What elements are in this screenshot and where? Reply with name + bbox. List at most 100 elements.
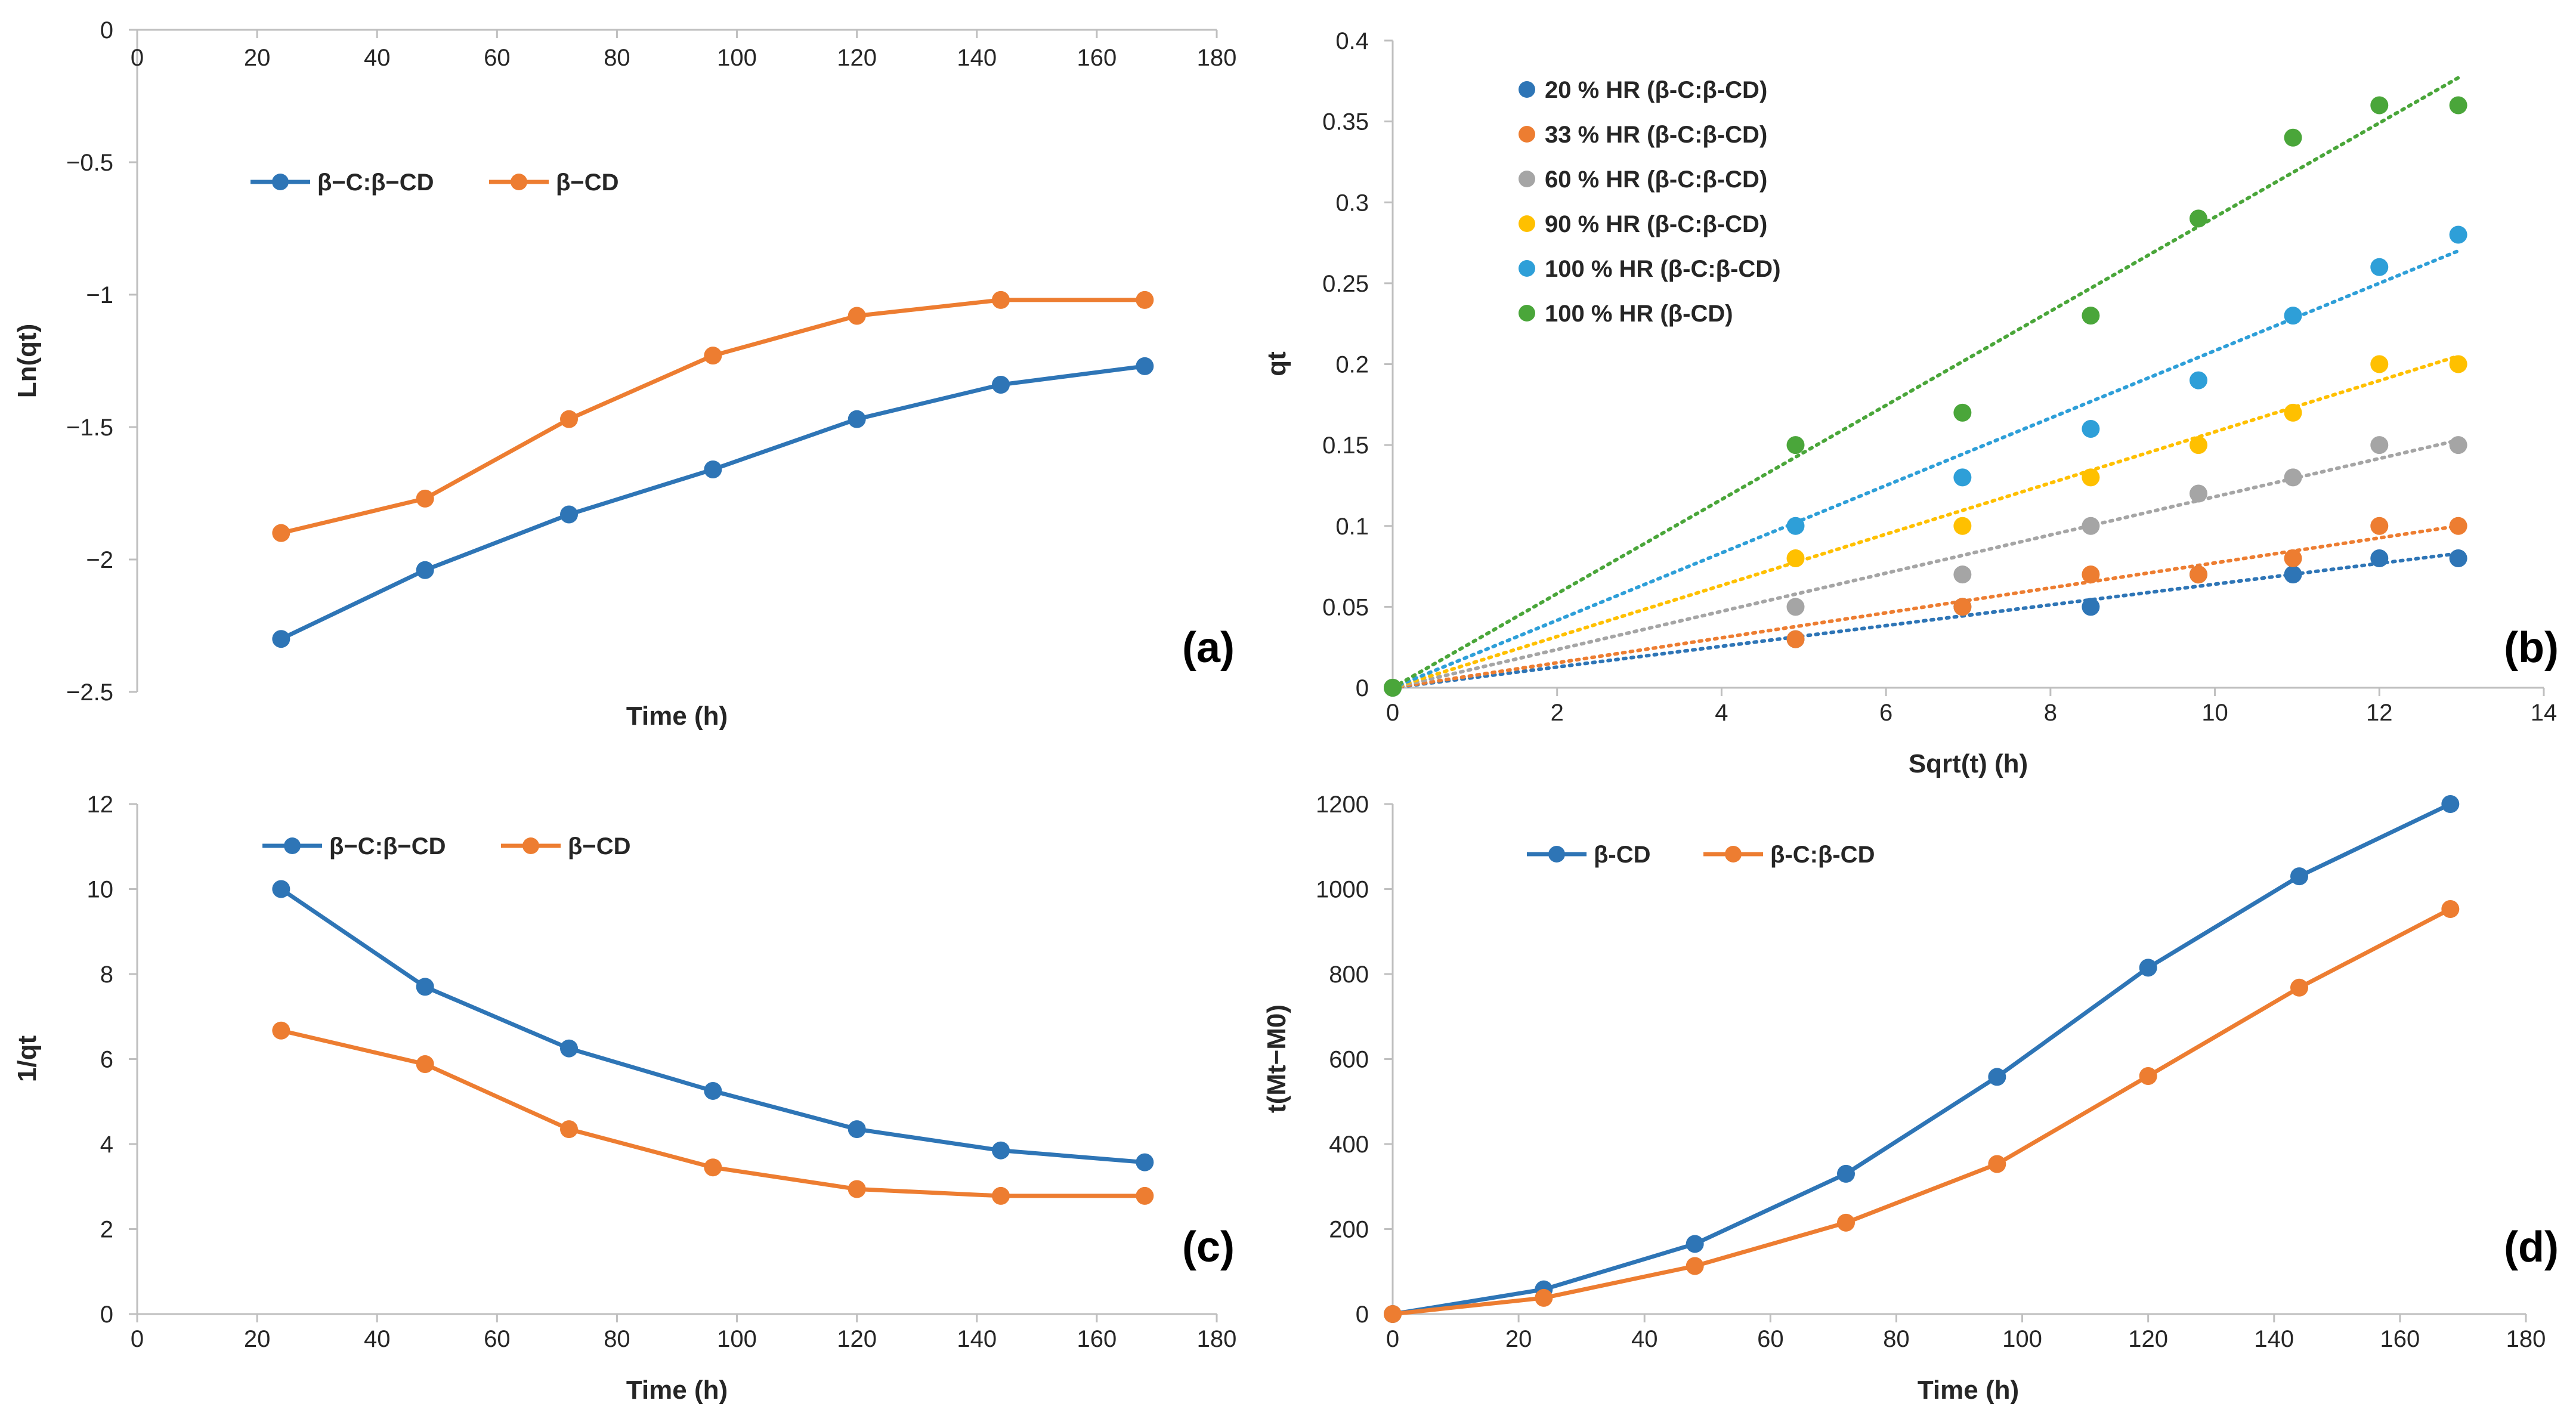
- y-tick-label: 4: [100, 1132, 113, 1158]
- data-point: [2284, 468, 2302, 487]
- x-tick-label: 160: [1077, 1326, 1117, 1352]
- data-point: [1136, 1186, 1154, 1205]
- legend-item: 60 % HR (β-C:β-CD): [1519, 166, 1767, 193]
- data-point: [2190, 484, 2207, 503]
- x-tick-label: 120: [837, 1326, 877, 1352]
- x-tick-label: 40: [1631, 1326, 1658, 1352]
- y-tick-label: 0: [1356, 675, 1369, 701]
- legend-marker: [1725, 846, 1742, 863]
- x-axis-title: Sqrt(t) (h): [1909, 749, 2028, 778]
- y-axis-title: Ln(qt): [13, 324, 42, 398]
- x-tick-label: 180: [1197, 45, 1237, 71]
- chart-panel-b: 0 2 4 6 8 10 12 14 0 0.05 0.1 0.15 0.2 0.25 0.3 0.35 0.4…: [1262, 28, 2559, 778]
- legend: β-CD β-C:β-CD: [1527, 842, 1875, 868]
- legend-item: β−C:β−CD: [262, 833, 446, 860]
- data-point: [2449, 96, 2467, 115]
- legend-label: 100 % HR (β-CD): [1545, 301, 1733, 327]
- data-point: [1837, 1213, 1855, 1232]
- y-tick-label: 1000: [1316, 877, 1369, 903]
- x-tick-label: 6: [1879, 700, 1892, 726]
- data-point: [1988, 1068, 2006, 1086]
- data-point: [2082, 468, 2100, 487]
- legend-marker: [272, 174, 289, 190]
- data-point: [416, 561, 434, 579]
- data-point: [2139, 959, 2157, 977]
- data-point: [2082, 517, 2100, 535]
- data-point: [1786, 630, 1805, 648]
- legend-marker: [1519, 81, 1535, 98]
- legend-item: β-CD: [1527, 842, 1651, 868]
- data-point: [2139, 1067, 2157, 1085]
- data-point: [992, 1186, 1010, 1205]
- legend-label: β−C:β−CD: [329, 833, 446, 860]
- data-point: [2370, 549, 2389, 567]
- data-point: [1136, 1153, 1154, 1171]
- data-point: [560, 1120, 578, 1139]
- x-tick-label: 160: [2380, 1326, 2420, 1352]
- x-tick-label: 14: [2531, 700, 2558, 726]
- data-point: [2082, 420, 2100, 438]
- y-tick-label: 800: [1329, 962, 1369, 988]
- data-point: [1686, 1235, 1704, 1253]
- y-tick-label: 400: [1329, 1132, 1369, 1158]
- data-point: [2370, 517, 2389, 535]
- data-point: [1988, 1155, 2006, 1173]
- legend-label: β−CD: [556, 169, 619, 196]
- data-point: [1384, 679, 1402, 697]
- data-point: [2284, 565, 2302, 584]
- data-point: [1136, 290, 1154, 309]
- x-tick-label: 100: [717, 1326, 757, 1352]
- data-point: [1786, 549, 1805, 567]
- x-tick-label: 0: [131, 1326, 144, 1352]
- y-tick-label: −2: [86, 547, 113, 573]
- legend-marker: [522, 837, 539, 854]
- data-point: [704, 460, 722, 479]
- x-tick-label: 180: [2506, 1326, 2546, 1352]
- legend-marker: [1519, 171, 1535, 187]
- data-point: [2370, 258, 2389, 276]
- data-point: [560, 505, 578, 524]
- legend-label: β-C:β-CD: [1770, 842, 1875, 868]
- legend-item: 33 % HR (β-C:β-CD): [1519, 122, 1767, 148]
- x-axis-title: Time (h): [626, 1375, 728, 1405]
- x-tick-label: 4: [1715, 700, 1728, 726]
- data-point: [992, 375, 1010, 394]
- data-point: [416, 1055, 434, 1074]
- y-tick-label: 1200: [1316, 792, 1369, 818]
- x-tick-label: 100: [2002, 1326, 2042, 1352]
- panel-label: (c): [1182, 1223, 1235, 1271]
- data-point: [704, 347, 722, 365]
- data-point: [1535, 1288, 1553, 1307]
- data-point: [2449, 355, 2467, 373]
- data-point: [416, 978, 434, 996]
- x-tick-label: 10: [2201, 700, 2228, 726]
- data-point: [560, 1039, 578, 1058]
- x-axis-title: Time (h): [626, 701, 728, 731]
- data-point: [1953, 517, 1972, 535]
- y-tick-label: 200: [1329, 1217, 1369, 1243]
- y-tick-label: 0: [100, 17, 113, 44]
- panel-label: (d): [2504, 1223, 2559, 1271]
- data-point: [2441, 899, 2460, 918]
- data-point: [272, 880, 290, 898]
- x-tick-label: 20: [244, 45, 271, 71]
- x-tick-label: 0: [131, 45, 144, 71]
- x-tick-label: 20: [244, 1326, 271, 1352]
- x-tick-label: 0: [1386, 1326, 1399, 1352]
- x-tick-label: 80: [604, 45, 630, 71]
- data-point: [2370, 355, 2389, 373]
- panel-label: (a): [1182, 624, 1235, 672]
- data-point: [2441, 795, 2460, 813]
- data-point: [1786, 436, 1805, 455]
- data-point: [1786, 517, 1805, 535]
- legend-marker: [1519, 260, 1535, 277]
- data-point: [272, 630, 290, 648]
- data-point: [848, 307, 866, 325]
- legend-label: 20 % HR (β-C:β-CD): [1545, 77, 1767, 103]
- y-tick-label: 10: [87, 877, 114, 903]
- legend-item: 100 % HR (β-CD): [1519, 301, 1733, 327]
- y-tick-label: 12: [87, 792, 114, 818]
- data-point: [2284, 549, 2302, 567]
- data-point: [2370, 436, 2389, 455]
